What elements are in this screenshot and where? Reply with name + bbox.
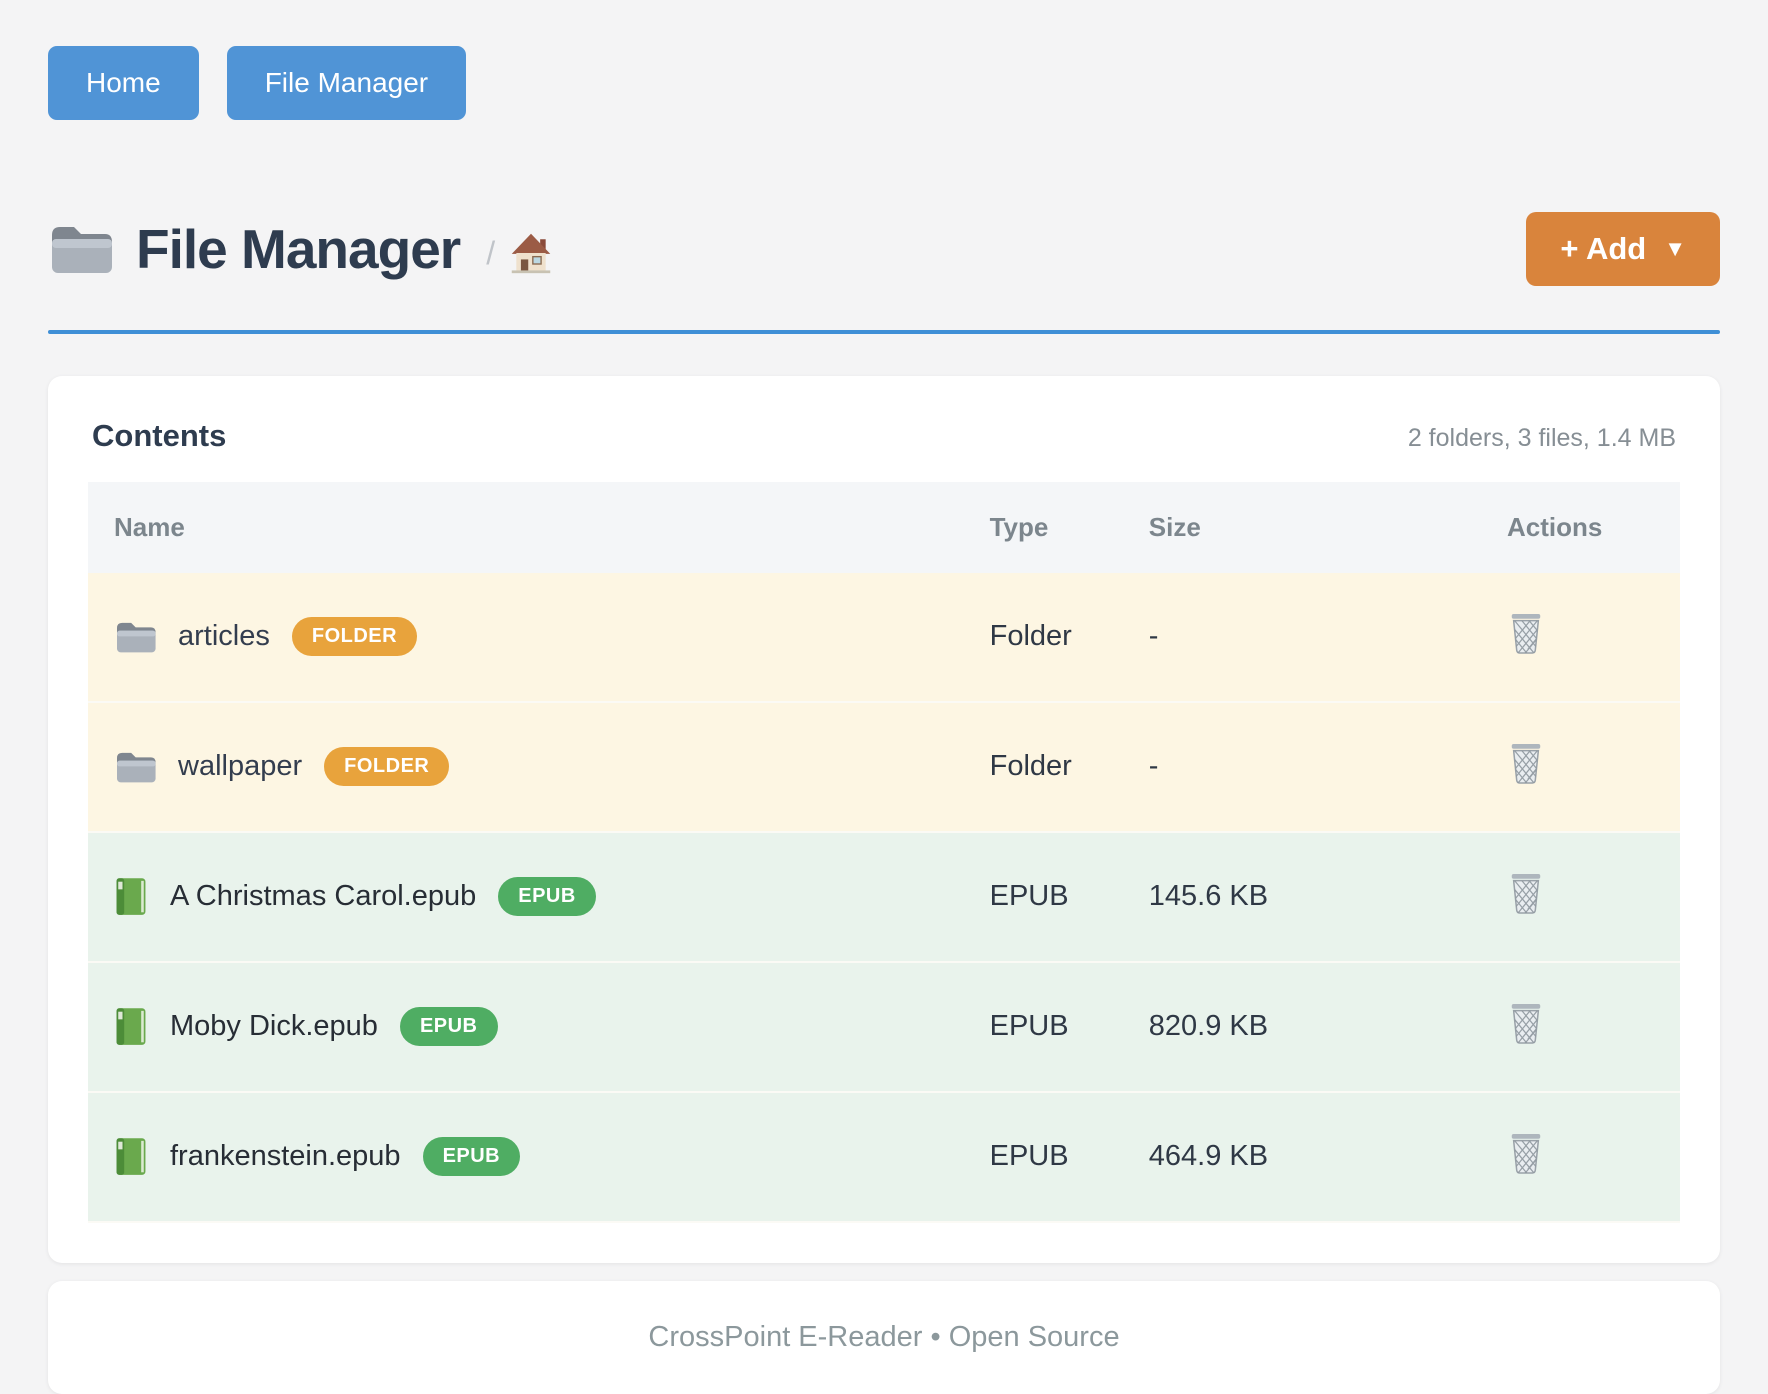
page-title: File Manager <box>136 217 461 280</box>
title-group: File Manager / <box>48 217 1526 281</box>
file-name-link[interactable]: Moby Dick.epub <box>170 1010 378 1043</box>
folder-icon <box>117 752 156 783</box>
column-header-name: Name <box>88 481 964 573</box>
book-icon <box>116 1137 146 1175</box>
house-icon[interactable] <box>509 231 553 275</box>
table-row: A Christmas Carol.epub EPUB EPUB 145.6 K… <box>88 831 1680 963</box>
trash-icon <box>1511 743 1541 784</box>
name-cell: frankenstein.epub EPUB <box>88 1091 964 1223</box>
size-cell: 145.6 KB <box>1122 831 1481 963</box>
actions-cell <box>1480 831 1680 963</box>
name-cell: A Christmas Carol.epub EPUB <box>88 831 964 963</box>
delete-button[interactable] <box>1507 611 1545 655</box>
chevron-down-icon: ▼ <box>1664 235 1686 261</box>
add-button-label: + Add <box>1560 230 1647 266</box>
file-name-link[interactable]: articles <box>178 620 270 653</box>
size-cell: 820.9 KB <box>1122 961 1481 1093</box>
delete-button[interactable] <box>1507 741 1545 785</box>
name-cell: Moby Dick.epub EPUB <box>88 961 964 1093</box>
file-table-body: articles FOLDER Folder - <box>88 572 1680 1223</box>
type-badge: FOLDER <box>324 747 450 787</box>
size-cell: - <box>1122 572 1481 703</box>
trash-icon <box>1511 873 1541 914</box>
add-button[interactable]: + Add ▼ <box>1526 211 1720 286</box>
footer-text: CrossPoint E-Reader • Open Source <box>648 1320 1120 1353</box>
home-button[interactable]: Home <box>48 46 199 120</box>
trash-icon <box>1511 613 1541 654</box>
trash-icon <box>1511 1133 1541 1174</box>
folder-icon <box>117 622 156 653</box>
table-row: wallpaper FOLDER Folder - <box>88 701 1680 833</box>
name-cell: wallpaper FOLDER <box>88 701 964 833</box>
table-row: frankenstein.epub EPUB EPUB 464.9 KB <box>88 1091 1680 1223</box>
trash-icon <box>1511 1003 1541 1044</box>
contents-card: Contents 2 folders, 3 files, 1.4 MB Name… <box>48 375 1720 1263</box>
contents-title: Contents <box>92 417 227 453</box>
header-divider <box>48 329 1720 334</box>
name-cell: articles FOLDER <box>88 572 964 703</box>
contents-card-header: Contents 2 folders, 3 files, 1.4 MB <box>88 418 1680 454</box>
type-cell: Folder <box>963 572 1123 703</box>
type-cell: Folder <box>963 701 1123 833</box>
book-icon <box>116 877 146 915</box>
actions-cell <box>1480 572 1680 703</box>
folder-icon <box>52 226 112 273</box>
page-header: File Manager / + Add ▼ <box>48 211 1720 286</box>
top-nav: Home File Manager <box>48 46 1720 120</box>
column-header-type: Type <box>963 481 1123 573</box>
type-badge: EPUB <box>422 1137 521 1177</box>
file-name-link[interactable]: frankenstein.epub <box>170 1140 401 1173</box>
delete-button[interactable] <box>1507 1131 1545 1175</box>
column-header-size: Size <box>1122 481 1481 573</box>
type-badge: EPUB <box>399 1007 498 1047</box>
size-cell: 464.9 KB <box>1122 1091 1481 1223</box>
actions-cell <box>1480 701 1680 833</box>
file-name-link[interactable]: wallpaper <box>178 750 303 783</box>
actions-cell <box>1480 1091 1680 1223</box>
delete-button[interactable] <box>1507 1001 1545 1045</box>
table-header-row: Name Type Size Actions <box>88 481 1680 573</box>
actions-cell <box>1480 961 1680 1093</box>
footer-card: CrossPoint E-Reader • Open Source <box>48 1280 1720 1394</box>
column-header-actions: Actions <box>1480 481 1680 573</box>
book-icon <box>116 1007 146 1045</box>
file-name-link[interactable]: A Christmas Carol.epub <box>170 880 477 913</box>
table-row: Moby Dick.epub EPUB EPUB 820.9 KB <box>88 961 1680 1093</box>
delete-button[interactable] <box>1507 871 1545 915</box>
type-cell: EPUB <box>963 831 1123 963</box>
type-badge: FOLDER <box>291 617 418 657</box>
breadcrumb-separator: / <box>486 235 496 272</box>
type-cell: EPUB <box>963 1091 1123 1223</box>
type-cell: EPUB <box>963 961 1123 1093</box>
type-badge: EPUB <box>498 877 596 917</box>
size-cell: - <box>1122 701 1481 833</box>
file-manager-button[interactable]: File Manager <box>226 46 467 120</box>
file-table: Name Type Size Actions art <box>88 481 1680 1223</box>
table-row: articles FOLDER Folder - <box>88 572 1680 703</box>
contents-summary: 2 folders, 3 files, 1.4 MB <box>1407 423 1676 452</box>
